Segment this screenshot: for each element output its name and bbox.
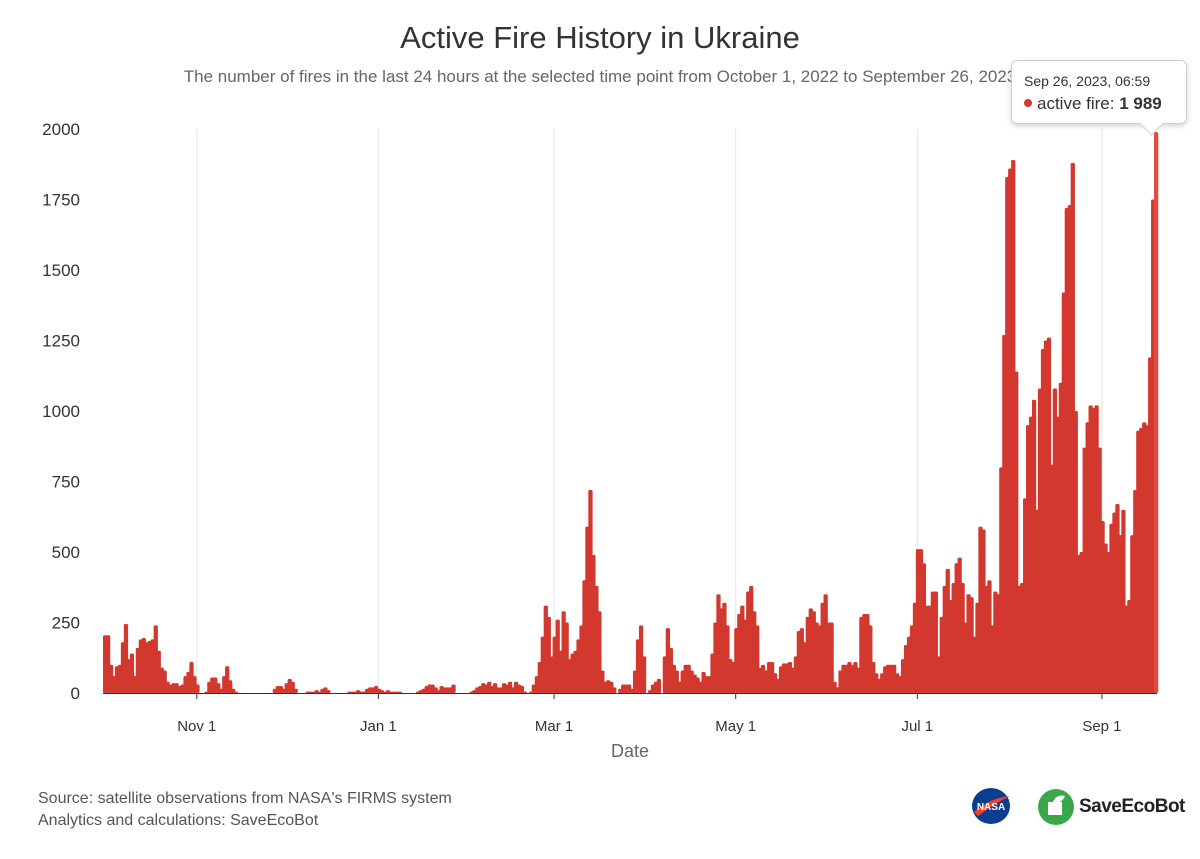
footer-credits: Source: satellite observations from NASA… [38,788,452,832]
bar[interactable] [451,684,456,693]
bar[interactable] [293,688,298,693]
tooltip-value: 1 989 [1119,94,1162,113]
x-tick-label: Jan 1 [360,718,397,735]
x-axis-title: Date [611,741,649,761]
data-tooltip: Sep 26, 2023, 06:59 active fire: 1 989 [1011,60,1187,136]
y-tick-label: 1500 [42,261,80,280]
bar[interactable] [641,656,647,693]
x-tick-label: Nov 1 [177,718,216,735]
bar[interactable] [397,691,403,693]
nasa-logo-text: NASA [977,802,1005,813]
source-text: Source: satellite observations from NASA… [38,790,452,807]
bar[interactable] [656,678,662,693]
bar[interactable] [612,687,617,693]
y-tick-label: 0 [71,684,80,703]
tooltip-date: Sep 26, 2023, 06:59 [1024,73,1151,89]
bar[interactable] [326,690,331,693]
bar[interactable] [522,691,528,693]
bar[interactable] [1154,132,1159,694]
tooltip-row: active fire: 1 989 [1024,94,1162,114]
bar[interactable] [829,622,834,694]
nasa-logo-icon[interactable]: NASA [970,786,1012,826]
analytics-text: Analytics and calculations: SaveEcoBot [38,812,319,829]
y-tick-label: 1000 [42,402,80,421]
chart-subtitle: The number of fires in the last 24 hours… [183,67,1017,86]
x-tick-label: Mar 1 [535,718,573,735]
y-tick-label: 1750 [42,191,80,210]
y-tick-label: 2000 [42,120,80,139]
x-tick-label: Sep 1 [1082,718,1121,735]
x-tick-label: May 1 [715,718,756,735]
tooltip-series-label: active fire: [1037,94,1115,113]
saveecobot-brand[interactable]: SaveEcoBot [1038,788,1185,826]
y-tick-label: 750 [52,473,80,492]
saveecobot-logo-icon [1038,789,1074,825]
y-tick-label: 500 [52,543,80,562]
chart-title: Active Fire History in Ukraine [400,20,800,55]
bar[interactable] [234,691,239,693]
saveecobot-logo-text: SaveEcoBot [1079,796,1185,817]
bar[interactable] [195,684,200,693]
series-marker-icon [1024,98,1032,107]
y-tick-label: 250 [52,614,80,633]
bar[interactable] [519,685,525,693]
y-tick-label: 1250 [42,332,80,351]
x-tick-label: Jul 1 [901,718,933,735]
